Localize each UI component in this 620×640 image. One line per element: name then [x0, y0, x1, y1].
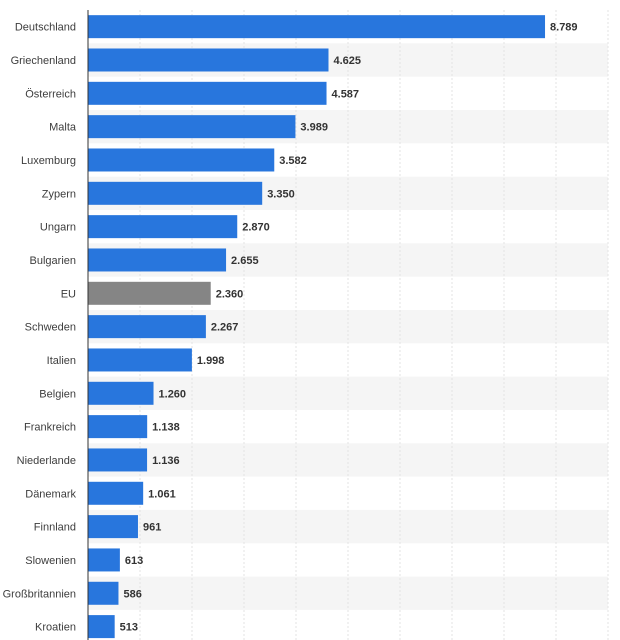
- category-label: Zypern: [42, 188, 76, 200]
- data-label: 3.350: [267, 188, 295, 200]
- data-label: 3.989: [300, 122, 328, 134]
- category-label: Deutschland: [15, 22, 76, 34]
- bar-kroatien: [88, 615, 115, 639]
- bar-großbritannien: [88, 581, 119, 605]
- data-label: 2.267: [211, 322, 239, 334]
- category-label: Frankreich: [24, 422, 76, 434]
- bar-ungarn: [88, 215, 238, 239]
- bar-niederlande: [88, 448, 148, 472]
- bar-malta: [88, 115, 296, 139]
- bar-deutschland: [88, 15, 546, 39]
- category-label: Luxemburg: [21, 155, 76, 167]
- data-label: 8.789: [550, 22, 578, 34]
- data-label: 586: [123, 588, 141, 600]
- data-label: 1.138: [152, 422, 180, 434]
- bar-slowenien: [88, 548, 120, 572]
- category-label: Italien: [47, 355, 76, 367]
- bar-zypern: [88, 181, 263, 205]
- data-label: 3.582: [279, 155, 307, 167]
- bar-italien: [88, 348, 192, 372]
- bar-belgien: [88, 381, 154, 405]
- bar-bulgarien: [88, 248, 227, 272]
- category-label: Österreich: [25, 88, 76, 100]
- data-label: 1.260: [159, 388, 187, 400]
- category-label: Bulgarien: [30, 255, 76, 267]
- category-label: EU: [61, 288, 76, 300]
- bar-griechenland: [88, 48, 329, 72]
- category-label: Belgien: [39, 388, 76, 400]
- category-label: Dänemark: [25, 488, 76, 500]
- data-label: 2.655: [231, 255, 259, 267]
- category-label: Ungarn: [40, 222, 76, 234]
- data-label: 2.360: [216, 288, 244, 300]
- bars: [88, 15, 546, 639]
- bar-dänemark: [88, 481, 144, 505]
- data-label: 4.587: [332, 88, 360, 100]
- bar-frankreich: [88, 415, 148, 439]
- category-label: Schweden: [25, 322, 76, 334]
- data-label: 2.870: [242, 222, 270, 234]
- category-labels: Deutschland Griechenland Österreich Malta Lu…: [3, 22, 77, 634]
- value-labels: 8.789 4.625 4.587 3.989 3.582 3.350 2.870 2.655…: [120, 22, 578, 634]
- bar-schweden: [88, 315, 206, 339]
- category-label: Kroatien: [35, 622, 76, 634]
- data-label: 961: [143, 522, 161, 534]
- bar-österreich: [88, 81, 327, 105]
- category-label: Finnland: [34, 522, 76, 534]
- data-label: 4.625: [334, 55, 362, 67]
- data-label: 513: [120, 622, 138, 634]
- category-label: Malta: [49, 122, 77, 134]
- category-label: Slowenien: [25, 555, 76, 567]
- bar-finnland: [88, 515, 138, 539]
- data-label: 1.998: [197, 355, 225, 367]
- gridlines: [139, 10, 609, 640]
- category-label: Niederlande: [17, 455, 76, 467]
- category-label: Griechenland: [11, 55, 76, 67]
- data-label: 613: [125, 555, 143, 567]
- data-label: 1.136: [152, 455, 180, 467]
- bar-luxemburg: [88, 148, 275, 172]
- bar-eu: [88, 281, 211, 305]
- row-stripe: [88, 576, 608, 610]
- category-label: Großbritannien: [3, 588, 76, 600]
- data-label: 1.061: [148, 488, 176, 500]
